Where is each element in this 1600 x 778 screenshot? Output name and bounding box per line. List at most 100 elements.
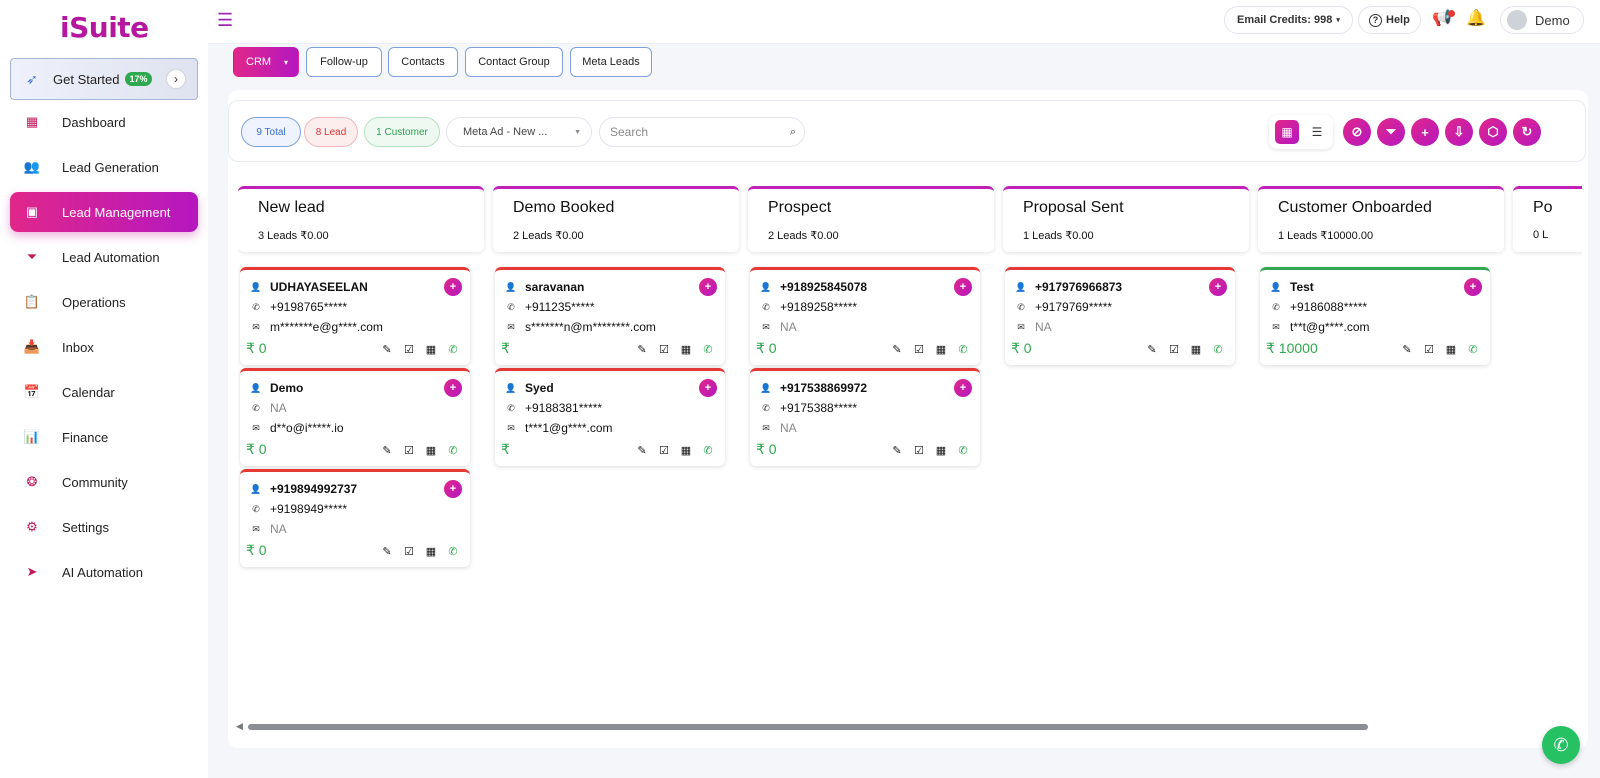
- whatsapp-icon[interactable]: ✆: [448, 545, 458, 558]
- whatsapp-icon[interactable]: ✆: [448, 343, 458, 356]
- sidebar-item-lead-generation[interactable]: 👥 Lead Generation: [10, 147, 198, 187]
- hamburger-menu-icon[interactable]: ☰: [217, 10, 234, 30]
- edit-icon[interactable]: ✎: [892, 444, 902, 457]
- add-icon[interactable]: +: [1209, 278, 1227, 296]
- calendar-icon[interactable]: ▦: [1190, 343, 1202, 356]
- whatsapp-icon[interactable]: ✆: [703, 444, 713, 457]
- sidebar-item-lead-automation[interactable]: ⏷ Lead Automation: [10, 237, 198, 277]
- edit-icon[interactable]: ✎: [637, 444, 647, 457]
- whatsapp-icon[interactable]: ✆: [958, 444, 968, 457]
- add-icon[interactable]: +: [699, 379, 717, 397]
- lead-card[interactable]: 👤 saravanan ✆ +911235***** ✉ s*******n@m*****…: [495, 267, 725, 365]
- phone-icon: ✆: [507, 402, 515, 413]
- task-icon[interactable]: ☑: [1424, 343, 1434, 356]
- add-icon[interactable]: +: [1464, 278, 1482, 296]
- tab-meta-leads[interactable]: Meta Leads: [570, 47, 652, 77]
- box-icon[interactable]: ⬡: [1479, 118, 1507, 146]
- task-icon[interactable]: ☑: [404, 545, 414, 558]
- add-icon[interactable]: +: [444, 379, 462, 397]
- calendar-icon[interactable]: ▦: [425, 444, 437, 457]
- bell-icon[interactable]: 🔔: [1466, 10, 1486, 27]
- add-icon[interactable]: +: [444, 480, 462, 498]
- sidebar-item-calendar[interactable]: 📅 Calendar: [10, 372, 198, 412]
- grid-view-icon[interactable]: ▦: [1275, 120, 1299, 144]
- edit-icon[interactable]: ✎: [382, 343, 392, 356]
- email-credits-dropdown[interactable]: Email Credits: 998 ▾: [1224, 6, 1353, 34]
- lead-card[interactable]: 👤 +917976966873 ✆ +9179769***** ✉ NA ₹ 0 + ✎ ☑ ▦ ✆: [1005, 267, 1235, 365]
- refresh-icon[interactable]: ↻: [1513, 118, 1541, 146]
- task-icon[interactable]: ☑: [914, 343, 924, 356]
- sidebar-item-dashboard[interactable]: ▦ Dashboard: [10, 102, 198, 142]
- hide-icon[interactable]: ⊘: [1343, 118, 1371, 146]
- add-icon[interactable]: +: [1411, 118, 1439, 146]
- edit-icon[interactable]: ✎: [637, 343, 647, 356]
- horizontal-scrollbar[interactable]: ◀: [236, 721, 1576, 732]
- calendar-icon[interactable]: ▦: [935, 444, 947, 457]
- total-filter-pill[interactable]: 9 Total: [241, 117, 301, 147]
- calendar-icon[interactable]: ▦: [935, 343, 947, 356]
- add-icon[interactable]: +: [954, 278, 972, 296]
- whatsapp-icon[interactable]: ✆: [1213, 343, 1223, 356]
- help-button[interactable]: ? Help: [1358, 6, 1421, 34]
- calendar-icon[interactable]: ▦: [425, 343, 437, 356]
- scrollbar-thumb[interactable]: [248, 724, 1368, 730]
- calendar-icon[interactable]: ▦: [680, 444, 692, 457]
- customer-filter-pill[interactable]: 1 Customer: [364, 117, 440, 147]
- sidebar-item-finance[interactable]: 📊 Finance: [10, 417, 198, 457]
- list-view-icon[interactable]: ☰: [1311, 125, 1323, 139]
- scroll-left-icon[interactable]: ◀: [236, 721, 243, 731]
- lead-filter-pill[interactable]: 8 Lead: [304, 117, 358, 147]
- lead-card[interactable]: 👤 +918925845078 ✆ +9189258***** ✉ NA ₹ 0 + ✎ ☑ ▦ ✆: [750, 267, 980, 365]
- logo-text: iSuite: [60, 11, 149, 44]
- edit-icon[interactable]: ✎: [892, 343, 902, 356]
- task-icon[interactable]: ☑: [659, 343, 669, 356]
- sidebar-item-settings[interactable]: ⚙ Settings: [10, 507, 198, 547]
- lead-card[interactable]: 👤 UDHAYASEELAN ✆ +9198765***** ✉ m*******e@g*…: [240, 267, 470, 365]
- task-icon[interactable]: ☑: [1169, 343, 1179, 356]
- get-started-button[interactable]: ➶ Get Started 17% ›: [10, 58, 198, 100]
- whatsapp-chat-button[interactable]: ✆: [1542, 726, 1580, 764]
- task-icon[interactable]: ☑: [404, 444, 414, 457]
- whatsapp-icon[interactable]: ✆: [958, 343, 968, 356]
- edit-icon[interactable]: ✎: [382, 545, 392, 558]
- add-icon[interactable]: +: [699, 278, 717, 296]
- edit-icon[interactable]: ✎: [1402, 343, 1412, 356]
- filter-icon[interactable]: ⏷: [1377, 118, 1405, 146]
- tab-contacts[interactable]: Contacts: [388, 47, 458, 77]
- tab-contact-group[interactable]: Contact Group: [465, 47, 563, 77]
- sidebar-item-ai-automation[interactable]: ➤ AI Automation: [10, 552, 198, 592]
- megaphone-icon[interactable]: 📢: [1432, 10, 1452, 27]
- lead-card[interactable]: 👤 Syed ✆ +9188381***** ✉ t***1@g****.com ₹ + ✎ ☑ ▦…: [495, 368, 725, 466]
- add-icon[interactable]: +: [954, 379, 972, 397]
- calendar-icon[interactable]: ▦: [680, 343, 692, 356]
- import-icon[interactable]: ⇩: [1445, 118, 1473, 146]
- calendar-icon[interactable]: ▦: [425, 545, 437, 558]
- task-icon[interactable]: ☑: [404, 343, 414, 356]
- sidebar-item-inbox[interactable]: 📥 Inbox: [10, 327, 198, 367]
- search-icon[interactable]: ⌕: [789, 125, 796, 138]
- lead-card[interactable]: 👤 +917538869972 ✆ +9175388***** ✉ NA ₹ 0 + ✎ ☑ ▦ ✆: [750, 368, 980, 466]
- chevron-right-icon[interactable]: ›: [167, 70, 185, 88]
- tab-crm[interactable]: CRM ▾: [233, 47, 299, 77]
- source-select[interactable]: Meta Ad - New ... ▼: [446, 117, 592, 147]
- edit-icon[interactable]: ✎: [1147, 343, 1157, 356]
- user-menu-button[interactable]: Demo: [1500, 6, 1584, 34]
- phone-icon: ✆: [762, 402, 770, 413]
- sidebar-item-operations[interactable]: 📋 Operations: [10, 282, 198, 322]
- whatsapp-icon[interactable]: ✆: [703, 343, 713, 356]
- tab-follow-up[interactable]: Follow-up: [306, 47, 382, 77]
- search-input[interactable]: [610, 125, 780, 139]
- whatsapp-icon[interactable]: ✆: [1468, 343, 1478, 356]
- add-icon[interactable]: +: [444, 278, 462, 296]
- sidebar-item-lead-management[interactable]: ▣ Lead Management: [10, 192, 198, 232]
- whatsapp-icon[interactable]: ✆: [448, 444, 458, 457]
- task-icon[interactable]: ☑: [659, 444, 669, 457]
- lead-card[interactable]: 👤 Demo ✆ NA ✉ d**o@i*****.io ₹ 0 + ✎ ☑ ▦ ✆: [240, 368, 470, 466]
- logo[interactable]: iSuite: [60, 6, 149, 44]
- lead-card[interactable]: 👤 Test ✆ +9186088***** ✉ t**t@g****.com ₹ 1000…: [1260, 267, 1490, 365]
- sidebar-item-community[interactable]: ❂ Community: [10, 462, 198, 502]
- task-icon[interactable]: ☑: [914, 444, 924, 457]
- calendar-icon[interactable]: ▦: [1445, 343, 1457, 356]
- edit-icon[interactable]: ✎: [382, 444, 392, 457]
- lead-card[interactable]: 👤 +919894992737 ✆ +9198949***** ✉ NA ₹ 0 + ✎ ☑ ▦ ✆: [240, 469, 470, 567]
